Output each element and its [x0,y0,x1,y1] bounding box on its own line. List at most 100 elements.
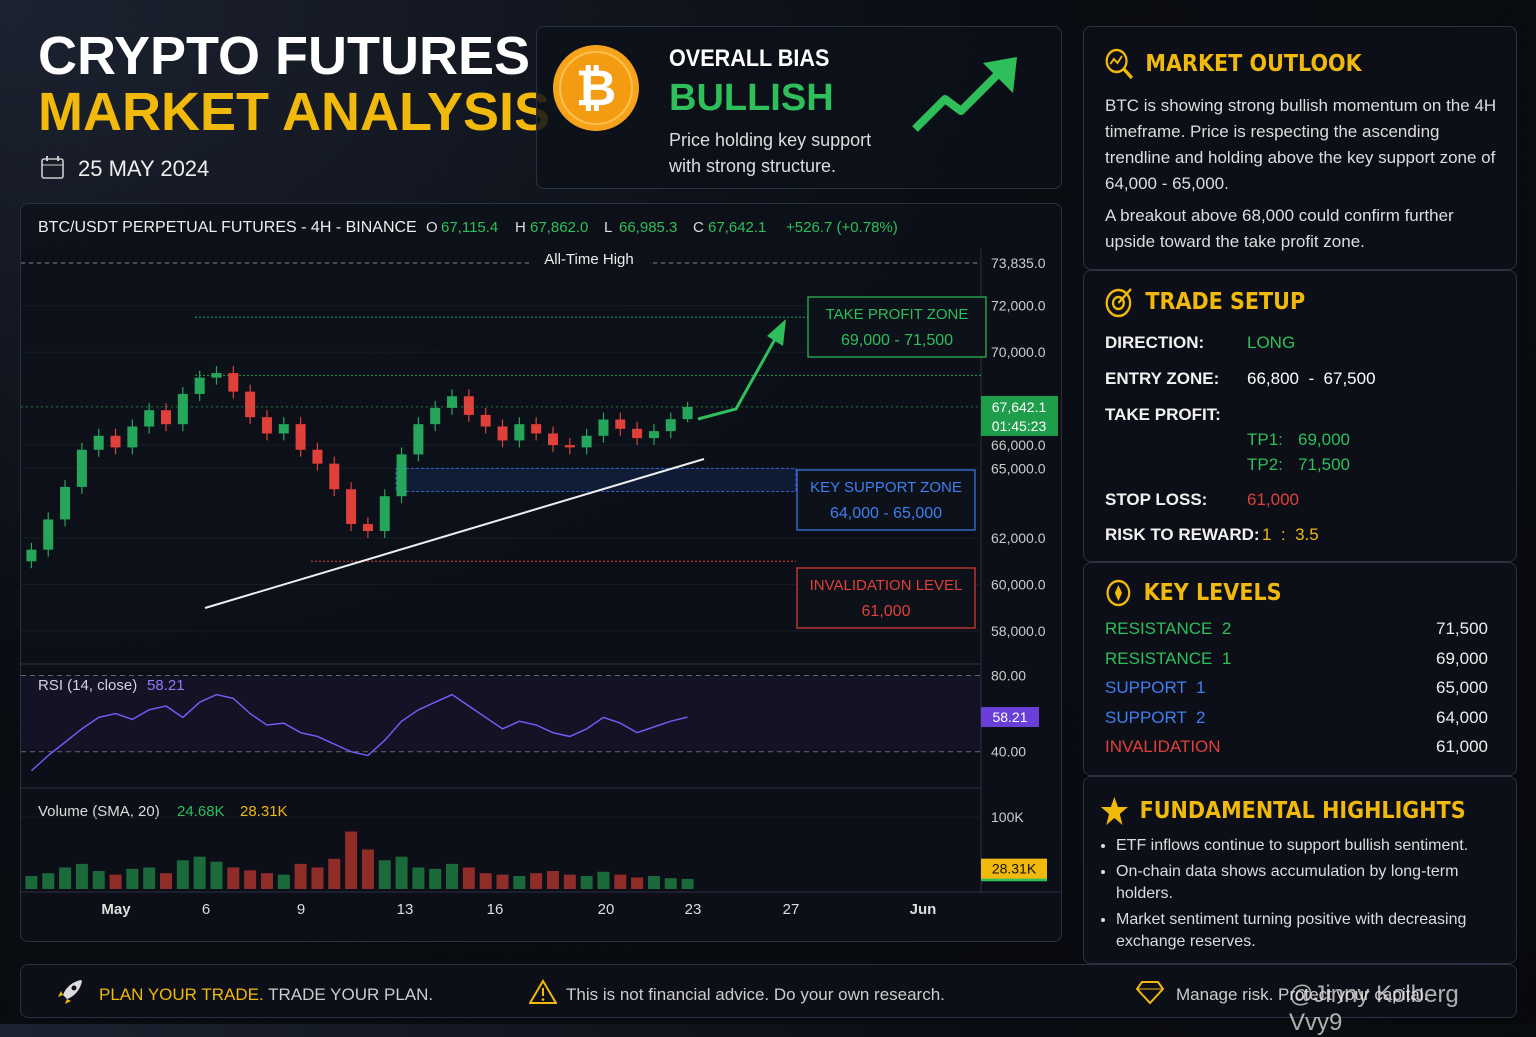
y-tick-label: 65,000.0 [991,460,1046,476]
countdown: 01:45:23 [992,418,1047,434]
volume-bar [227,867,240,889]
bias-label: OVERALL BIAS [669,45,830,72]
levels-panel: KEY LEVELS RESISTANCE 2 71,500 RESISTANCE … [1083,562,1517,776]
footer: PLAN YOUR TRADE. TRADE YOUR PLAN. This i… [20,964,1517,1036]
y-tick-label: 60,000.0 [991,577,1046,593]
volume-bar [210,861,223,889]
bias-panel: ₿ OVERALL BIAS BULLISH Price holding key… [536,26,1062,189]
ohlc-key: L [604,219,612,236]
outlook-header: MARKET OUTLOOK [1104,47,1362,81]
support-range: 64,000 - 65,000 [830,505,942,522]
plan-b: TRADE YOUR PLAN. [263,985,434,1004]
ohlc-value: 67,642.1 [708,219,766,236]
direction-label: DIRECTION: [1105,333,1205,352]
rsi-tag [981,707,1039,728]
invalidation-title: INVALIDATION LEVEL [810,577,963,594]
ohlc-value: 66,985.3 [619,219,677,236]
outlook-paragraph: BTC is showing strong bullish momentum o… [1105,96,1497,193]
rsi-title: RSI (14, close) [38,677,137,694]
support-box [796,469,976,531]
tp-label: TAKE PROFIT: [1105,405,1221,424]
outlook-title: MARKET OUTLOOK [1145,51,1362,77]
trend-arrow [912,57,1017,132]
rsi-tick-label: 40.00 [991,744,1026,760]
volume-bar [479,873,492,889]
trendline [204,458,705,609]
candle-body [329,463,340,490]
sl-value: 61,000 [1247,490,1299,509]
x-tick-label: 9 [297,901,305,918]
candle-body [379,496,390,532]
price-tag [981,395,1058,436]
volume-bar [25,876,38,889]
ath-label-bg [529,251,649,269]
candle-body [615,419,626,429]
bullet: Market sentiment turning positive with d… [1116,909,1516,953]
risk-note: Manage risk. Protect your capital. [1176,985,1429,1004]
calendar-icon [41,156,64,179]
levels-icon [1106,579,1131,607]
tp2-label: TP2: [1247,455,1283,474]
entry-value: 66,800 - 67,500 [1247,369,1376,388]
volume-bar [563,874,576,889]
take-profit-range: 69,000 - 71,500 [841,332,953,349]
y-tick-label: 66,000.0 [991,437,1046,453]
x-tick-label: 20 [598,901,615,918]
volume-bar [294,863,307,889]
volume-bar [92,871,105,889]
volume-bar [614,874,627,889]
candle-body [194,377,205,394]
sma-tag [981,858,1047,879]
volume-bar [530,873,543,889]
title-line1: CRYPTO FUTURES [38,26,531,86]
diamond-icon [1136,981,1164,1005]
entry-label: ENTRY ZONE: [1105,369,1220,388]
candle-body [413,424,424,455]
volume-bar [176,860,189,889]
candle-body [43,519,54,550]
outlook-paragraph: A breakout above 68,000 could confirm fu… [1105,206,1454,251]
ath-label: All-Time High [544,251,633,268]
candle-body [346,489,357,525]
ohlc-key: O [426,219,438,236]
bullet: ETF inflows continue to support bullish … [1116,835,1516,857]
volume-bar [126,868,139,889]
bias-value: BULLISH [669,77,834,119]
watermark: @Jinny Kolberg Vvy9 [1289,981,1459,1036]
header-title: CRYPTO FUTURES MARKET ANALYSIS [38,28,550,140]
candle-body [497,426,508,441]
footer-plan: PLAN YOUR TRADE. TRADE YOUR PLAN. [99,985,433,1005]
chart-title: BTC/USDT PERPETUAL FUTURES - 4H - BINANC… [38,219,417,236]
candle-body [665,419,676,432]
y-tick-label: 72,000.0 [991,298,1046,314]
candle-body [144,410,155,427]
search-icon [1105,48,1134,80]
bias-line: Price holding key support [669,130,872,150]
plan-a: PLAN YOUR TRADE. [99,985,264,1004]
candle-body [177,393,188,425]
volume-bar [75,863,88,889]
ohlc-value: 67,115.4 [441,219,498,236]
volume-bar [496,874,509,889]
candle-body [648,431,659,439]
volume-bar [361,849,374,889]
target-icon [1105,288,1132,318]
volume-bar [328,858,341,889]
price-tag-label: 67,642.1 [992,399,1047,415]
y-tick-label: 62,000.0 [991,530,1046,546]
volume-bar [513,876,526,889]
volume-bar [109,874,122,889]
take-profit-title: TAKE PROFIT ZONE [826,306,969,323]
level-name: SUPPORT 1 [1105,678,1206,697]
volume-bar [647,876,660,889]
candle-body [514,424,525,441]
volume-bar [597,871,610,889]
chart-panel: BTC/USDT PERPETUAL FUTURES - 4H - BINANC… [20,203,1062,942]
outlook-panel: MARKET OUTLOOK BTC is showing strong bul… [1083,26,1517,270]
levels-title: KEY LEVELS [1143,580,1282,606]
level-value: 71,500 [1436,619,1488,638]
candle-body [76,449,87,487]
setup-panel: TRADE SETUP DIRECTION: LONG ENTRY ZONE: … [1083,270,1517,562]
volume-bar [277,874,290,889]
rsi-tag-label: 58.21 [992,709,1027,725]
